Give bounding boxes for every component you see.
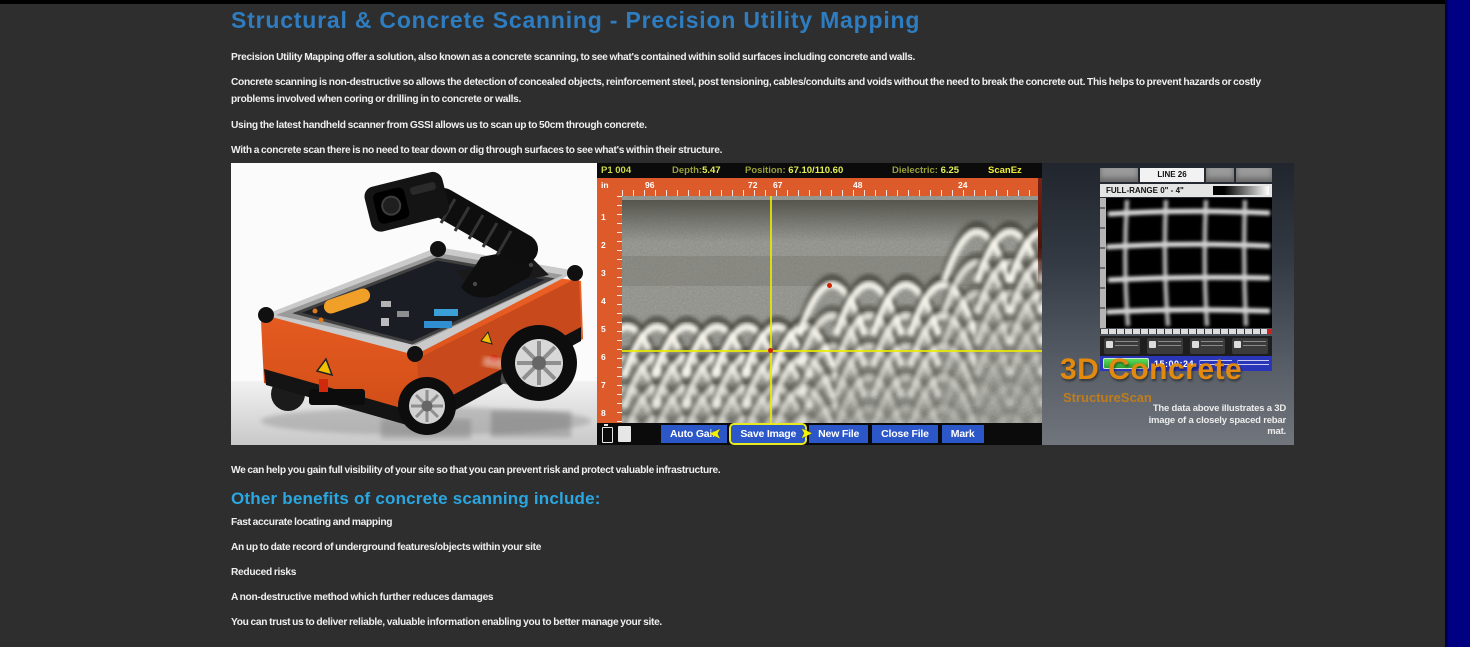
device-clock: 15:00:24 <box>1154 358 1195 369</box>
structurescan-device-screen: LINE 26 FULL-RANGE 0" - 4" <box>1100 168 1272 371</box>
structurescan-subtitle: StructureScan <box>1063 390 1152 405</box>
gpr-position-label: Position: <box>745 165 786 176</box>
cursor-crosshair-horizontal <box>622 350 1042 352</box>
battery-icon <box>602 424 613 443</box>
gpr-scan-area <box>622 196 1042 423</box>
page-title: Structural & Concrete Scanning - Precisi… <box>231 7 921 33</box>
gpr-status-bar: P1 004 Depth:5.47 Position: 67.10/110.60… <box>597 163 1042 178</box>
benefit-item: An up to date record of underground feat… <box>231 542 542 553</box>
device-button[interactable] <box>1104 338 1140 354</box>
scan-edge-mark <box>1038 178 1042 293</box>
ruler-unit: in <box>601 180 609 190</box>
benefit-item: Fast accurate locating and mapping <box>231 517 393 528</box>
new-file-button[interactable]: New File <box>809 425 869 443</box>
gpr-horizontal-ruler: in 96 72 67 48 24 <box>597 178 1042 196</box>
device-menu-box <box>1236 168 1272 182</box>
grayscale-gradient-bar <box>1213 186 1269 195</box>
gpr-radargram: P1 004 Depth:5.47 Position: 67.10/110.60… <box>597 163 1042 445</box>
benefit-item: A non-destructive method which further r… <box>231 592 494 603</box>
benefits-heading: Other benefits of concrete scanning incl… <box>231 489 601 508</box>
scanner-illustration <box>231 163 597 445</box>
auto-gain-button[interactable]: Auto Gain <box>661 425 728 443</box>
gpr-depth-value: 5.47 <box>702 165 721 176</box>
gssi-scanner-photo <box>231 163 597 445</box>
3d-concrete-title: 3D Concrete <box>1060 353 1243 386</box>
left-arrow-icon: ➤ <box>709 425 722 442</box>
rebar-caption: The data above illustrates a 3D image of… <box>1148 403 1287 437</box>
cursor-marker-dot <box>768 348 773 353</box>
gpr-file-id: P1 004 <box>601 165 632 176</box>
image-row: P1 004 Depth:5.47 Position: 67.10/110.60… <box>231 163 1294 445</box>
file-page-icon <box>618 426 631 442</box>
device-menu-box <box>1100 168 1138 182</box>
window-top-edge <box>0 0 1445 4</box>
line-label: LINE 26 <box>1140 168 1204 182</box>
cursor-crosshair-vertical <box>770 196 772 423</box>
rebar-grid-scan <box>1100 198 1272 328</box>
gpr-dielectric-label: Dielectric: <box>892 165 938 176</box>
storage-readout <box>1236 359 1269 368</box>
intro-paragraph: Precision Utility Mapping offer a soluti… <box>231 52 916 63</box>
scrollbar-strip[interactable] <box>1445 0 1470 647</box>
close-file-button[interactable]: Close File <box>872 425 938 443</box>
gpr-mode: ScanEz <box>988 165 1022 176</box>
structurescan-3d-panel: LINE 26 FULL-RANGE 0" - 4" <box>1042 163 1294 445</box>
full-range-label: FULL-RANGE 0" - 4" <box>1106 186 1184 195</box>
save-image-button[interactable]: Save Image <box>729 423 808 445</box>
mark-button[interactable]: Mark <box>941 425 984 443</box>
gssi-scanner-paragraph: Using the latest handheld scanner from G… <box>231 120 647 131</box>
right-arrow-icon: ➤ <box>800 425 813 442</box>
device-position-scale <box>1100 329 1272 334</box>
rear-wheel <box>398 377 456 435</box>
device-battery-gauge <box>1103 358 1149 369</box>
device-button[interactable] <box>1232 338 1268 354</box>
gpr-depth-label: Depth: <box>672 165 703 176</box>
device-button[interactable] <box>1189 338 1226 354</box>
gpr-toolbar: Auto Gain Save Image New File Close File… <box>597 423 1042 445</box>
no-teardown-paragraph: With a concrete scan there is no need to… <box>231 145 723 156</box>
gpr-dielectric-value: 6.25 <box>940 165 960 176</box>
gpr-position-value: 67.10/110.60 <box>788 165 844 176</box>
front-wheel <box>501 325 577 401</box>
device-button[interactable] <box>1146 338 1183 354</box>
closing-paragraph: We can help you gain full visibility of … <box>231 465 721 476</box>
non-destructive-paragraph: Concrete scanning is non-destructive so … <box>231 77 1261 105</box>
benefits-list: Fast accurate locating and mapping An up… <box>231 517 1289 642</box>
device-status-bar: 15:00:24 <box>1100 356 1272 371</box>
benefit-item: You can trust us to deliver reliable, va… <box>231 617 662 628</box>
benefit-item: Reduced risks <box>231 567 297 578</box>
device-button-row <box>1100 336 1272 356</box>
depth-readout <box>1199 359 1232 368</box>
target-marker-dot <box>827 283 832 288</box>
device-menu-box <box>1206 168 1234 182</box>
gpr-depth-ruler: 1 2 3 4 5 6 7 8 <box>597 196 622 423</box>
